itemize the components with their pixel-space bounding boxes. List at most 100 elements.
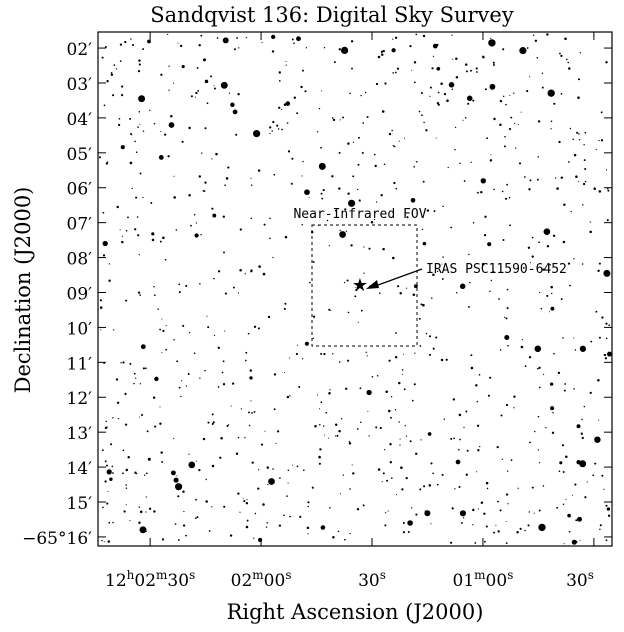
- star: [391, 48, 396, 53]
- star: [451, 88, 454, 90]
- star: [466, 95, 473, 102]
- star: [107, 490, 109, 492]
- star: [129, 362, 132, 365]
- star: [394, 355, 398, 359]
- star: [368, 247, 371, 250]
- star: [380, 194, 383, 197]
- star: [137, 69, 141, 73]
- star: [210, 75, 213, 78]
- star: [193, 214, 196, 216]
- star: [271, 34, 276, 40]
- star: [495, 524, 497, 526]
- star: [101, 56, 104, 59]
- star: [541, 72, 544, 75]
- star: [127, 456, 130, 459]
- star: [415, 33, 418, 36]
- star: [200, 233, 202, 236]
- star: [244, 437, 246, 439]
- star: [375, 426, 378, 429]
- star: [526, 47, 529, 49]
- star: [223, 251, 225, 254]
- star: [470, 69, 472, 72]
- star: [472, 508, 475, 512]
- star: [540, 307, 543, 310]
- star: [528, 188, 531, 191]
- star: [362, 504, 365, 507]
- star: [355, 287, 357, 289]
- label-part: s: [189, 568, 195, 582]
- star: [524, 365, 527, 367]
- star: [159, 422, 162, 425]
- star: [348, 441, 350, 443]
- star: [204, 127, 207, 130]
- star: [138, 59, 141, 62]
- star: [607, 514, 611, 517]
- star: [563, 203, 566, 206]
- star: [537, 449, 540, 451]
- star: [600, 111, 603, 114]
- star: [475, 384, 478, 387]
- star: [569, 127, 572, 130]
- star: [281, 108, 283, 111]
- star: [302, 160, 304, 163]
- star: [146, 430, 149, 433]
- star: [455, 76, 459, 79]
- star: [321, 197, 324, 200]
- star: [480, 501, 484, 505]
- star: [330, 309, 332, 311]
- star: [562, 471, 565, 473]
- star: [307, 505, 309, 508]
- star: [571, 494, 573, 496]
- star: [573, 337, 575, 339]
- star: [560, 54, 563, 58]
- star: [595, 148, 597, 151]
- y-tick-label: 12′: [67, 389, 93, 409]
- star: [161, 460, 164, 463]
- star: [296, 465, 299, 468]
- star: [459, 438, 461, 441]
- star: [455, 57, 458, 61]
- star: [219, 456, 222, 459]
- star: [190, 224, 192, 227]
- star: [552, 234, 556, 237]
- star: [213, 334, 216, 337]
- star: [400, 466, 403, 469]
- star: [167, 155, 170, 158]
- star: [139, 383, 142, 385]
- star: [573, 153, 577, 157]
- star: [486, 487, 489, 490]
- star: [436, 270, 439, 272]
- star: [257, 487, 260, 490]
- star: [607, 351, 612, 357]
- star: [395, 332, 397, 334]
- star: [334, 209, 337, 212]
- star: [125, 484, 127, 486]
- star: [529, 76, 531, 78]
- star: [442, 256, 444, 258]
- star: [480, 190, 483, 194]
- star: [138, 253, 140, 256]
- star: [306, 526, 310, 530]
- star: [160, 131, 162, 133]
- star: [133, 382, 135, 385]
- star: [239, 269, 242, 272]
- star: [537, 367, 539, 370]
- star: [476, 424, 480, 427]
- star: [151, 232, 155, 236]
- star: [99, 306, 103, 309]
- star: [166, 33, 169, 36]
- y-tick-label: 14′: [67, 459, 93, 479]
- star: [339, 493, 341, 495]
- star: [384, 82, 387, 85]
- star: [112, 521, 114, 524]
- star: [534, 430, 536, 433]
- star: [509, 224, 512, 227]
- star: [230, 102, 235, 108]
- star: [120, 145, 125, 150]
- star: [178, 283, 181, 286]
- star: [220, 436, 223, 440]
- source-marker: ★: [352, 275, 368, 296]
- star: [493, 117, 496, 121]
- star: [126, 230, 128, 232]
- star: [273, 373, 277, 376]
